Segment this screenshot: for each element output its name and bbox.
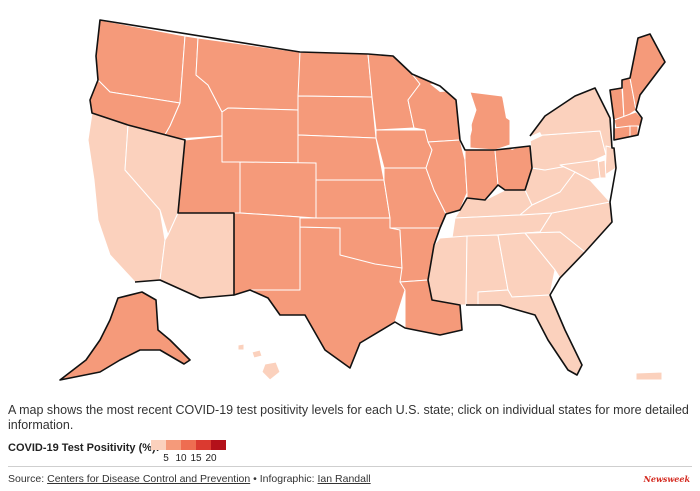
- source-prefix: Source:: [8, 473, 48, 485]
- region-high-northeast: [609, 33, 666, 141]
- legend-swatch: [181, 440, 196, 450]
- state-SD[interactable]: [297, 95, 377, 139]
- border-east: [466, 87, 617, 376]
- legend-tick: 5: [163, 453, 169, 464]
- footer-divider: [8, 466, 692, 467]
- legend-tick: 10: [175, 453, 187, 464]
- lake-michigan: [460, 96, 472, 146]
- lake-erie: [508, 132, 542, 150]
- state-PR[interactable]: [635, 371, 663, 381]
- state-NM[interactable]: [233, 212, 301, 296]
- legend-swatches: [151, 440, 226, 450]
- legend-tick: 15: [190, 453, 202, 464]
- legend-swatch: [211, 440, 226, 450]
- state-AK[interactable]: [59, 291, 191, 381]
- region-alaska: [59, 291, 191, 381]
- legend-title: COVID-19 Test Positivity (%):: [8, 442, 160, 454]
- legend-swatch: [196, 440, 211, 450]
- source-line: Source: Centers for Disease Control and …: [8, 473, 371, 485]
- author-link[interactable]: Ian Randall: [317, 473, 371, 485]
- state-WA[interactable]: [95, 19, 186, 104]
- newsweek-logo: Newsweek: [643, 474, 690, 484]
- state-MD[interactable]: [559, 159, 601, 181]
- state-IA[interactable]: [375, 129, 433, 169]
- map-caption: A map shows the most recent COVID-19 tes…: [8, 403, 689, 432]
- state-ME[interactable]: [629, 33, 666, 111]
- legend-ticks: 5 10 15 20: [151, 453, 231, 467]
- source-separator: • Infographic:: [250, 473, 318, 485]
- us-map: [59, 19, 666, 381]
- legend-swatch: [166, 440, 181, 450]
- state-HI-maui[interactable]: [251, 349, 263, 359]
- state-HI[interactable]: [261, 361, 281, 381]
- region-high-west: [89, 19, 533, 369]
- state-KS[interactable]: [315, 179, 391, 219]
- state-HI-oahu[interactable]: [237, 343, 245, 351]
- legend-swatch: [151, 440, 166, 450]
- state-WY[interactable]: [221, 107, 299, 164]
- lake-superior: [430, 80, 490, 92]
- state-ND[interactable]: [297, 51, 373, 98]
- border-us-south: [134, 279, 235, 299]
- state-CO[interactable]: [239, 161, 317, 219]
- state-IN[interactable]: [464, 149, 499, 201]
- lake-huron: [502, 96, 515, 122]
- cdc-link[interactable]: Centers for Disease Control and Preventi…: [47, 473, 251, 485]
- legend-tick: 20: [205, 453, 217, 464]
